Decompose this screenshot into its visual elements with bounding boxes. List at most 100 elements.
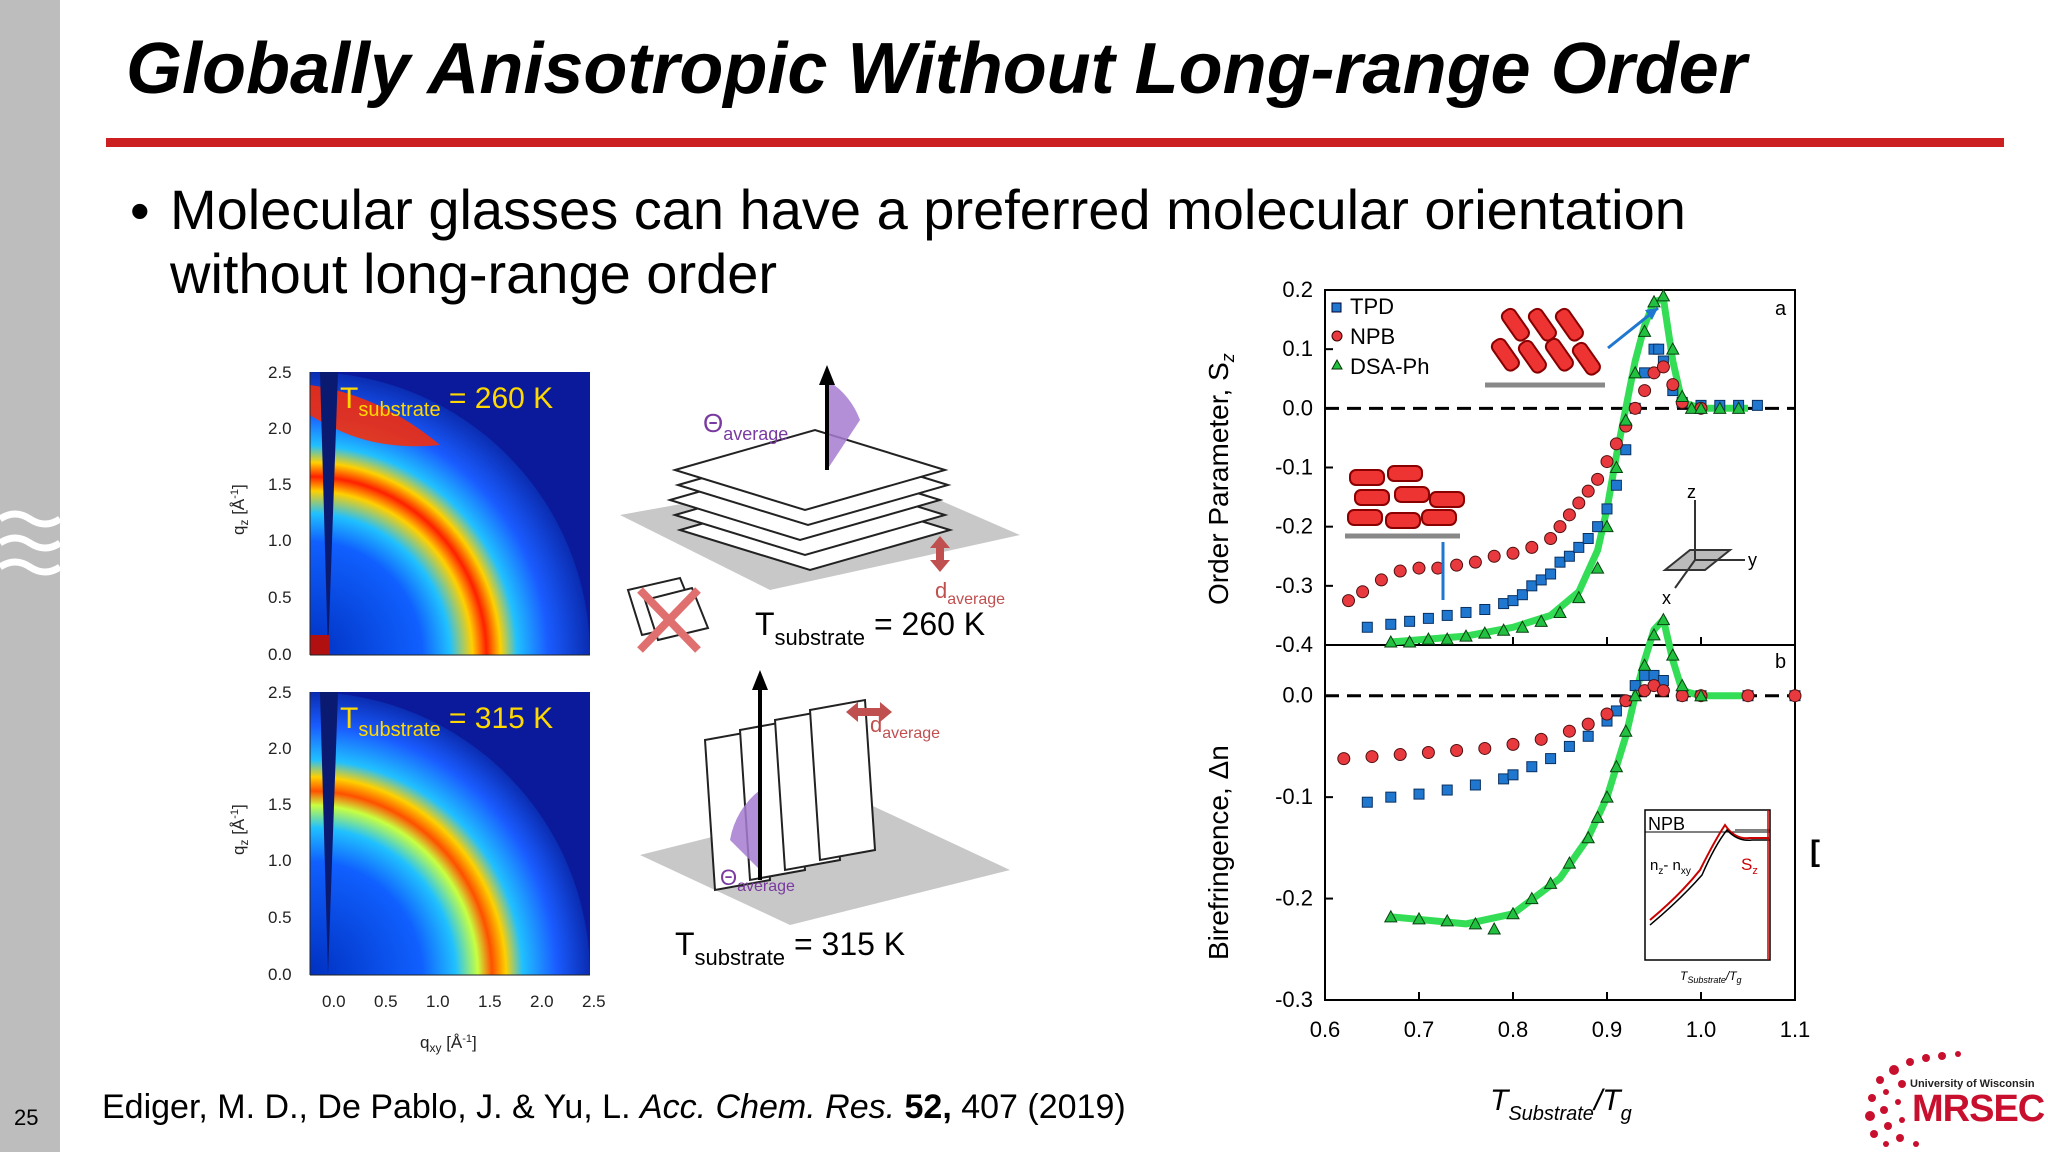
y-tick-label: -0.4 [1275, 632, 1313, 657]
data-point-tpd [1751, 399, 1763, 411]
T-label-top: Tsubstrate = 260 K [755, 606, 985, 650]
data-point-npb [1788, 689, 1802, 703]
data-point-npb [1525, 540, 1539, 554]
data-point-npb [1638, 384, 1652, 398]
data-point-npb [1656, 684, 1670, 698]
y-tick-label: -0.1 [1275, 784, 1313, 809]
x-tick: 1.5 [478, 992, 502, 1011]
x-axis-label: TSubstrate/Tg [1490, 1084, 1632, 1125]
data-point-dsa-ph [1383, 634, 1398, 648]
y-axis-label-b: Birefringence, Δn [1203, 745, 1234, 960]
heatmap-260K: Tsubstrate = 260 K [310, 372, 590, 655]
y-tick: 2.0 [268, 419, 292, 438]
bullet-line-1: Molecular glasses can have a preferred m… [170, 178, 1686, 241]
y-tick: 0.0 [268, 645, 292, 664]
logo-top-text: University of Wisconsin [1910, 1078, 2035, 1090]
data-point-tpd [1469, 779, 1481, 791]
data-point-npb [1468, 555, 1482, 569]
data-point-npb [1562, 508, 1576, 522]
x-tick-label: 0.6 [1310, 1017, 1341, 1042]
axis-y-label: y [1748, 550, 1757, 570]
data-point-tpd [1361, 621, 1373, 633]
theta-label-top: Θaverage [703, 408, 788, 444]
data-point-dsa-ph [1487, 921, 1502, 935]
data-point-dsa-ph [1665, 342, 1680, 355]
data-point-npb [1581, 717, 1595, 731]
data-point-tpd [1498, 598, 1510, 610]
data-point-tpd [1582, 730, 1594, 742]
legend-tpd: TPD [1350, 294, 1394, 319]
data-point-dsa-ph [1600, 519, 1614, 533]
heatmap-bottom-label: Tsubstrate = 315 K [340, 702, 553, 741]
data-point-npb [1506, 737, 1520, 751]
bullet-text: Molecular glasses can have a preferred m… [170, 178, 1870, 306]
mrsec-logo-icon [1865, 1051, 1961, 1147]
data-point-tpd [1441, 609, 1453, 621]
x-tick: 0.0 [322, 992, 346, 1011]
data-point-tpd [1460, 606, 1472, 618]
data-point-dsa-ph [1543, 876, 1558, 889]
data-point-tpd [1610, 479, 1622, 491]
data-point-tpd [1554, 556, 1566, 568]
bullet-line-2: without long-range order [170, 242, 778, 305]
panel-b-label: b [1775, 651, 1786, 673]
data-point-dsa-ph [1581, 830, 1596, 844]
wave-decoration-icon [0, 510, 60, 576]
d-label-top: daverage [935, 578, 1005, 608]
data-point-dsa-ph [1675, 389, 1690, 402]
data-point-npb [1412, 561, 1426, 575]
data-point-npb [1581, 484, 1595, 498]
data-point-dsa-ph [1609, 460, 1624, 473]
data-point-tpd [1620, 444, 1632, 456]
data-point-npb [1741, 689, 1755, 703]
data-point-tpd [1516, 589, 1528, 601]
inset-xlabel: TSubstrate/Tg [1680, 969, 1742, 985]
data-point-npb [1487, 549, 1501, 563]
x-tick: 1.0 [426, 992, 450, 1011]
data-point-dsa-ph [1675, 678, 1690, 692]
data-point-tpd [1573, 541, 1585, 553]
citation-authors: Ediger, M. D., De Pablo, J. & Yu, L. [102, 1088, 640, 1126]
axis-x-label: x [1662, 588, 1671, 608]
data-point-dsa-ph [1609, 759, 1624, 773]
data-point-tpd [1601, 503, 1613, 515]
data-point-tpd [1526, 761, 1538, 773]
data-point-dsa-ph [1712, 401, 1727, 414]
data-point-npb [1544, 532, 1558, 545]
x-axis-label: qxy [Å-1] [420, 1033, 477, 1055]
order-parameter-chart: a b 0.2 0.1 0.0 -0.1 -0.2 -0.3 -0.4 0.0 -0.1 -0.… [1203, 277, 1810, 1125]
legend-npb: NPB [1350, 324, 1395, 349]
data-point-dsa-ph [1562, 856, 1577, 869]
data-point-dsa-ph [1534, 614, 1549, 627]
y-tick-label: 0.2 [1282, 277, 1313, 302]
theta-wedge [827, 380, 860, 470]
data-point-dsa-ph [1571, 590, 1586, 604]
data-point-dsa-ph [1515, 620, 1530, 633]
data-point-dsa-ph [1684, 401, 1699, 414]
x-tick: 2.0 [530, 992, 554, 1011]
data-point-npb [1600, 455, 1614, 469]
fit-curve [1390, 295, 1748, 646]
x-tick-label: 0.9 [1592, 1017, 1623, 1042]
data-point-dsa-ph [1524, 891, 1539, 905]
data-point-tpd [1507, 595, 1519, 607]
arrow-head-icon [1645, 308, 1658, 320]
data-point-tpd [1404, 615, 1416, 627]
data-point-dsa-ph [1459, 629, 1473, 642]
citation-rest: 407 (2019) [951, 1088, 1126, 1126]
data-point-dsa-ph [1618, 724, 1633, 737]
y-tick: 2.5 [268, 683, 292, 702]
scattering-figure: Tsubstrate = 260 K 2.5 2.0 1.5 1.0 0.5 0… [229, 363, 606, 1055]
data-point-dsa-ph [1590, 561, 1605, 574]
data-point-tpd [1592, 521, 1604, 533]
data-point-npb [1478, 741, 1492, 755]
data-point-dsa-ph [1694, 688, 1708, 702]
y-tick: 0.5 [268, 908, 292, 927]
page-number: 25 [14, 1105, 39, 1130]
heatmap-315K: Tsubstrate = 315 K [310, 692, 590, 975]
data-point-npb [1534, 732, 1548, 746]
data-point-dsa-ph [1496, 623, 1511, 636]
data-point-tpd [1422, 612, 1434, 624]
y-tick: 1.0 [268, 851, 292, 870]
data-point-dsa-ph [1506, 906, 1520, 920]
